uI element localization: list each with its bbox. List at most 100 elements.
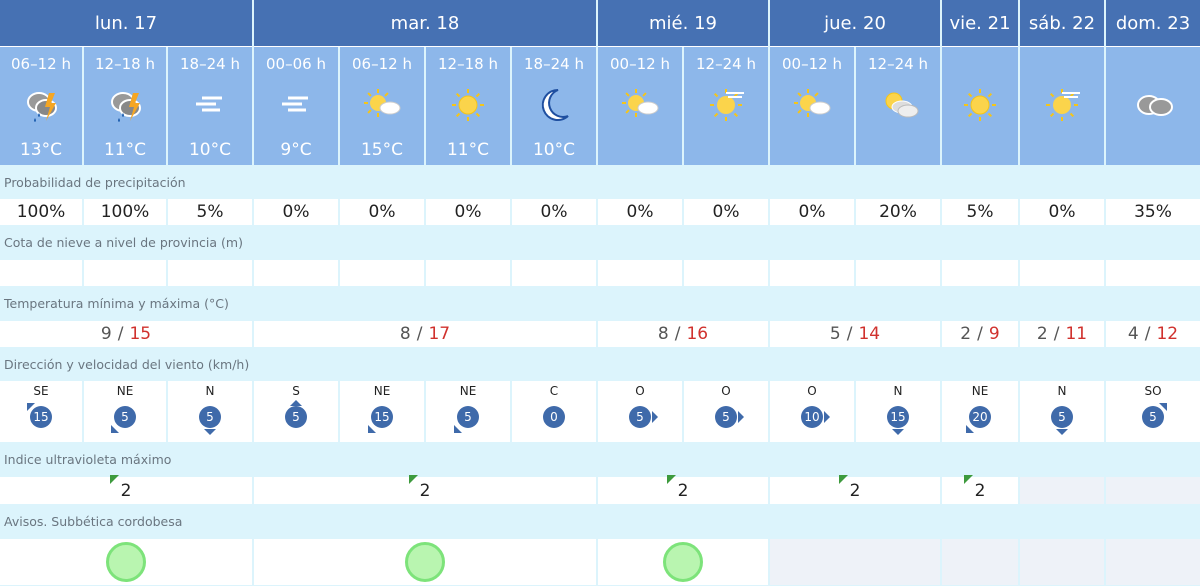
min-temperature: 5 [829, 324, 841, 344]
warning-green-circle-icon[interactable] [405, 542, 445, 582]
min-max-temperature: 9/15 [0, 321, 252, 347]
wind-direction: NE [459, 384, 477, 398]
wind-indicator: 10 [797, 400, 830, 434]
wind-direction: NE [116, 384, 134, 398]
wind-speed-badge: 5 [1142, 406, 1164, 428]
uv-index-cell [1106, 477, 1200, 504]
row-label-uv: Indice ultravioleta máximo [4, 452, 172, 467]
separator: / [1053, 324, 1060, 344]
precipitation-value: 0% [340, 199, 424, 225]
row-label-snow: Cota de nieve a nivel de provincia (m) [4, 235, 243, 250]
uv-index-cell: 2 [770, 474, 940, 504]
warning-green-circle-icon[interactable] [106, 542, 146, 582]
weather-sun-haze-icon [1040, 85, 1084, 129]
snow-level-value [684, 260, 768, 286]
wind-direction: C [549, 384, 559, 398]
weather-fog-icon [274, 85, 318, 129]
precipitation-value: 100% [0, 199, 82, 225]
period-cell [1106, 47, 1200, 165]
wind-direction: NE [373, 384, 391, 398]
uv-number: 2 [677, 480, 689, 501]
day-header: dom. 23 [1106, 0, 1200, 47]
separator: / [674, 324, 681, 344]
period-cell [1020, 47, 1104, 165]
wind-indicator: 5 [1047, 400, 1077, 435]
separator: / [846, 324, 853, 344]
wind-direction: SE [33, 384, 49, 398]
min-temperature: 2 [1036, 324, 1048, 344]
wind-cell: NE 5 [84, 381, 166, 442]
wind-indicator: 15 [26, 400, 56, 434]
period-cell: 06–12 h 15°C [340, 47, 424, 165]
wind-arrow-icon [1159, 403, 1167, 411]
day-header: mié. 19 [598, 0, 768, 47]
wind-speed-badge: 5 [285, 406, 307, 428]
snow-level-value [856, 260, 940, 286]
wind-cell: SO 5 [1106, 381, 1200, 442]
wind-direction: O [721, 384, 731, 398]
min-max-temperature: 8/16 [598, 321, 768, 347]
row-label-avisos: Avisos. Subbética cordobesa [4, 514, 183, 529]
period-temperature: 11°C [103, 140, 146, 160]
weather-sun-cloud-icon [360, 85, 404, 129]
period-label: 12–18 h [438, 55, 498, 73]
day-header: vie. 21 [942, 0, 1018, 47]
weather-sun-clouds-icon [876, 85, 920, 129]
day-header: sáb. 22 [1020, 0, 1104, 47]
uv-index-value: 2 [666, 474, 689, 501]
wind-arrow-icon [290, 400, 302, 406]
min-max-temperature: 2/11 [1020, 321, 1104, 347]
min-temperature: 8 [657, 324, 669, 344]
wind-arrow-icon [824, 411, 830, 423]
wind-indicator: 5 [110, 400, 140, 434]
wind-cell: SE 15 [0, 381, 82, 442]
period-label: 12–24 h [696, 55, 756, 73]
uv-index-cell: 2 [254, 474, 596, 504]
period-label: 18–24 h [524, 55, 584, 73]
snow-level-value [84, 260, 166, 286]
row-label-wind: Dirección y velocidad del viento (km/h) [4, 357, 250, 372]
snow-level-value [770, 260, 854, 286]
separator: / [117, 324, 124, 344]
wind-arrow-icon [368, 425, 376, 433]
min-temperature: 2 [960, 324, 972, 344]
weather-moon-icon [532, 85, 576, 129]
weather-sun-cloud-icon [618, 85, 662, 129]
precipitation-value: 5% [942, 199, 1018, 225]
wind-direction: S [292, 384, 300, 398]
period-temperature: 13°C [19, 140, 62, 160]
period-label: 18–24 h [180, 55, 240, 73]
wind-arrow-icon [892, 429, 904, 435]
weather-sun-icon [446, 85, 490, 129]
max-temperature: 12 [1156, 324, 1179, 344]
period-cell [942, 47, 1018, 165]
wind-direction: SO [1144, 384, 1162, 398]
wind-indicator: 5 [711, 400, 744, 434]
period-cell: 12–18 h 11°C [84, 47, 166, 165]
warning-green-circle-icon[interactable] [663, 542, 703, 582]
wind-speed-badge: 5 [199, 406, 221, 428]
wind-speed-badge: 20 [969, 406, 991, 428]
weather-storm-rain-icon [103, 85, 147, 129]
period-cell: 00–12 h [598, 47, 682, 165]
min-max-temperature: 4/12 [1106, 321, 1200, 347]
day-header: mar. 18 [254, 0, 596, 47]
wind-speed-badge: 5 [457, 406, 479, 428]
weather-sun-haze-icon [704, 85, 748, 129]
warning-cell [598, 539, 768, 585]
period-cell: 00–06 h 9°C [254, 47, 338, 165]
period-temperature: 9°C [280, 140, 312, 160]
min-max-temperature: 2/9 [942, 321, 1018, 347]
wind-indicator: 5 [1138, 400, 1168, 434]
warning-cell [1106, 539, 1200, 585]
wind-speed-badge: 5 [715, 406, 737, 428]
weather-fog-icon [188, 85, 232, 129]
row-label-temp: Temperatura mínima y máxima (°C) [4, 296, 229, 311]
precipitation-value: 0% [426, 199, 510, 225]
uv-number: 2 [120, 480, 132, 501]
uv-index-value: 2 [838, 474, 860, 501]
precipitation-value: 5% [168, 199, 252, 225]
